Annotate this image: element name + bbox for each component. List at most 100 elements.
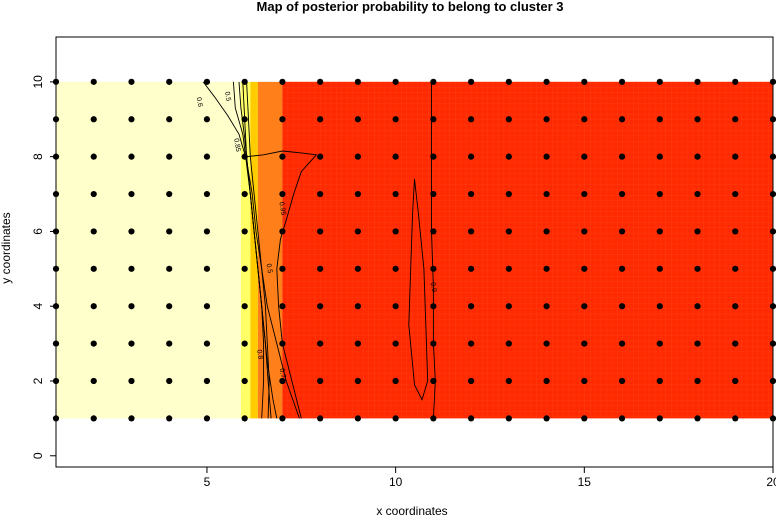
sample-point <box>241 377 248 385</box>
sample-point <box>392 78 399 85</box>
sample-point <box>279 340 286 347</box>
sample-point <box>203 340 211 347</box>
sample-point <box>581 415 588 422</box>
sample-point <box>468 190 475 198</box>
color-band-1 <box>240 81 251 419</box>
sample-point <box>354 153 361 160</box>
sample-point <box>203 228 211 235</box>
sample-point <box>468 340 475 347</box>
sample-point <box>430 265 437 272</box>
sample-point <box>203 116 211 123</box>
contour-label-7: 0.9 <box>429 282 438 293</box>
sample-point <box>732 78 739 85</box>
sample-point <box>543 153 550 160</box>
sample-point <box>392 303 399 310</box>
sample-point <box>618 415 626 422</box>
sample-point <box>90 303 97 310</box>
sample-point <box>618 190 626 198</box>
sample-point <box>430 340 437 347</box>
x-tick-label: 10 <box>389 475 403 489</box>
chart-title: Map of posterior probability to belong t… <box>257 0 564 14</box>
sample-point <box>279 377 286 385</box>
sample-point <box>203 303 211 310</box>
sample-point <box>241 228 248 235</box>
sample-point <box>468 377 475 385</box>
sample-point <box>317 116 324 123</box>
y-tick-label: 8 <box>31 153 45 160</box>
sample-point <box>392 228 399 235</box>
sample-point <box>128 415 135 422</box>
sample-point <box>656 265 663 272</box>
sample-point <box>732 153 739 160</box>
sample-point <box>241 153 248 160</box>
sample-point <box>430 415 437 422</box>
sample-point <box>543 303 550 310</box>
sample-point <box>656 377 663 385</box>
sample-point <box>392 153 399 160</box>
sample-point <box>128 340 135 347</box>
sample-point <box>618 78 626 85</box>
contour-label-0: 0.6 <box>195 97 204 108</box>
sample-point <box>279 265 286 272</box>
sample-point <box>694 228 701 235</box>
plot-frame <box>55 36 774 468</box>
sample-point <box>166 190 173 198</box>
sample-point <box>392 265 399 272</box>
sample-point <box>618 153 626 160</box>
sample-point <box>241 78 248 85</box>
sample-point <box>128 228 135 235</box>
sample-point <box>166 265 173 272</box>
sample-point <box>656 78 663 85</box>
sample-point <box>581 78 588 85</box>
sample-point <box>656 415 663 422</box>
sample-point <box>505 415 512 422</box>
sample-point <box>543 265 550 272</box>
sample-point <box>128 303 135 310</box>
y-tick-label: 0 <box>31 452 45 459</box>
sample-point <box>732 265 739 272</box>
sample-point <box>392 415 399 422</box>
sample-point <box>694 303 701 310</box>
color-band-0 <box>56 81 241 419</box>
sample-point <box>618 116 626 123</box>
contour-line-0 <box>202 81 300 419</box>
sample-point <box>354 228 361 235</box>
sample-point <box>732 228 739 235</box>
contour-label-4: 0.5 <box>265 263 274 274</box>
sample-point <box>317 265 324 272</box>
sample-point <box>468 303 475 310</box>
sample-point <box>317 190 324 198</box>
sample-point <box>354 303 361 310</box>
sample-point <box>505 190 512 198</box>
sample-point <box>581 153 588 160</box>
sample-point <box>581 190 588 198</box>
sample-point <box>543 190 550 198</box>
sample-point <box>656 153 663 160</box>
sample-point <box>128 265 135 272</box>
sample-point <box>166 116 173 123</box>
sample-point <box>241 190 248 198</box>
sample-point <box>90 78 97 85</box>
sample-point <box>317 153 324 160</box>
sample-point <box>543 377 550 385</box>
sample-point <box>128 190 135 198</box>
sample-point <box>279 153 286 160</box>
x-axis-label: x coordinates <box>376 504 447 518</box>
sample-point <box>279 303 286 310</box>
sample-point <box>694 377 701 385</box>
sample-point <box>90 153 97 160</box>
sample-point <box>430 303 437 310</box>
contour-line-4 <box>232 81 265 419</box>
sample-point <box>543 228 550 235</box>
sample-point <box>656 340 663 347</box>
x-tick-label: 20 <box>766 475 776 489</box>
sample-point <box>166 303 173 310</box>
sample-point <box>618 265 626 272</box>
sample-point <box>317 303 324 310</box>
sample-point <box>166 78 173 85</box>
sample-point <box>203 153 211 160</box>
sample-point <box>241 340 248 347</box>
sample-point <box>505 116 512 123</box>
sample-point <box>90 228 97 235</box>
